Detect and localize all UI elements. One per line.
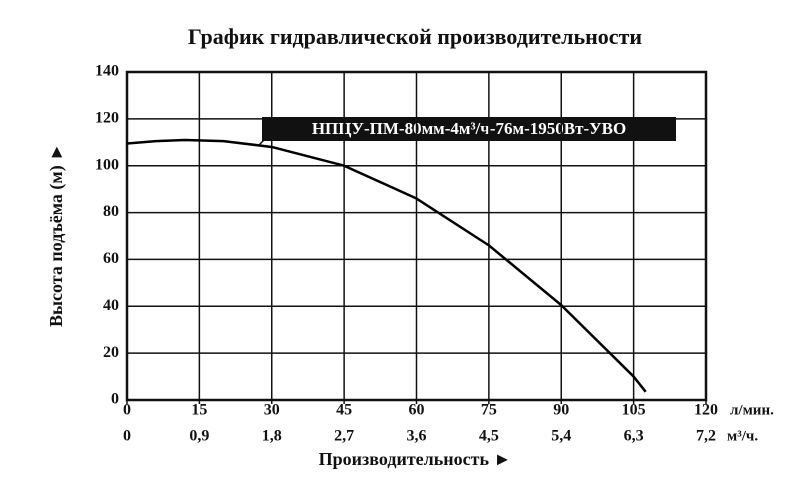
x-tick-label: 60: [409, 402, 425, 419]
series-label-box: [262, 117, 676, 141]
x2-tick-label: 4,5: [479, 428, 499, 445]
y-axis-title: Высота подъёма (м) ►: [46, 143, 67, 327]
x-tick-label: 90: [553, 402, 569, 419]
plot-frame: [125, 70, 708, 402]
y-tick-label: 0: [111, 391, 119, 408]
x2-tick-label: 3,6: [407, 428, 427, 445]
x-axis-title: Производительность ►: [319, 449, 512, 469]
y-tick-label: 120: [95, 110, 119, 127]
x2-unit: м³/ч.: [727, 428, 758, 444]
x-unit: л/мин.: [730, 402, 774, 418]
x-tick-label: 45: [336, 402, 352, 419]
y-tick-label: 20: [103, 344, 119, 361]
x-tick-label: 75: [481, 402, 497, 419]
x-tick-label: 120: [694, 402, 718, 419]
x-tick-label: 0: [123, 402, 131, 419]
line-series: [126, 138, 647, 393]
x2-tick-label: 7,2: [696, 428, 716, 445]
x2-tick-label: 0: [123, 428, 131, 445]
x2-tick-label: 2,7: [334, 428, 354, 445]
x2-tick-label: 5,4: [551, 428, 571, 445]
x-tick-label: 105: [622, 402, 646, 419]
x-tick-label: 15: [191, 402, 207, 419]
y-tick-label: 40: [103, 297, 119, 314]
series-label: НПЦУ-ПМ-80мм-4м³/ч-76м-1950Вт-УВО: [312, 119, 626, 138]
y-tick-label: 140: [95, 63, 119, 80]
x2-tick-label: 6,3: [624, 428, 644, 445]
y-tick-label: 60: [103, 250, 119, 267]
x-tick-label: 30: [264, 402, 280, 419]
y-tick-label: 100: [95, 156, 119, 173]
chart-title: График гидравлической производительности: [188, 24, 642, 49]
x2-tick-label: 1,8: [262, 428, 282, 445]
y-tick-label: 80: [103, 203, 119, 220]
x2-tick-label: 0,9: [189, 428, 209, 445]
